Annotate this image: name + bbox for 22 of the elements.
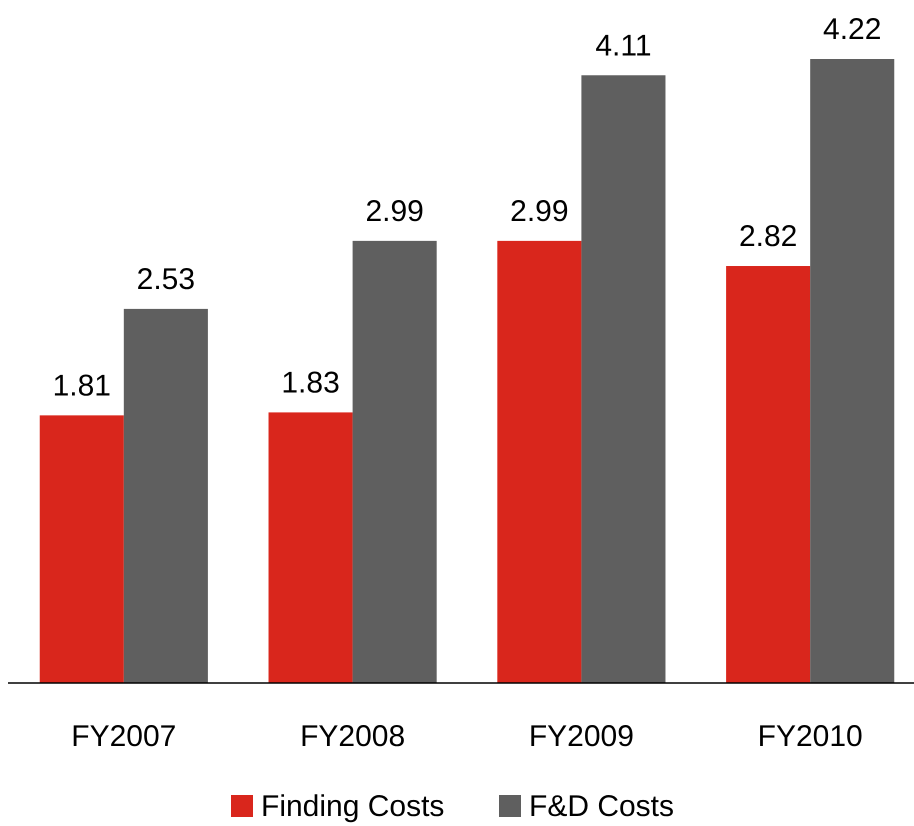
data-label: 1.83 bbox=[281, 366, 340, 400]
x-tick-label: FY2007 bbox=[71, 720, 176, 753]
x-tick-label: FY2009 bbox=[528, 720, 634, 753]
bar bbox=[497, 240, 582, 683]
legend-label: Finding Costs bbox=[261, 790, 444, 823]
data-label: 1.81 bbox=[52, 369, 111, 402]
bar bbox=[352, 240, 437, 683]
bar bbox=[124, 308, 208, 683]
data-label: 4.22 bbox=[823, 13, 882, 46]
bar bbox=[40, 415, 124, 683]
bar bbox=[726, 266, 810, 683]
x-tick-label: FY2008 bbox=[300, 720, 406, 753]
bar bbox=[810, 59, 894, 683]
legend-label: F&D Costs bbox=[529, 790, 674, 823]
data-label: 2.53 bbox=[136, 262, 196, 296]
data-label: 4.11 bbox=[595, 29, 652, 62]
data-label: 2.99 bbox=[365, 194, 424, 228]
data-label: 2.99 bbox=[510, 194, 569, 228]
bar bbox=[268, 412, 353, 683]
x-tick-label: FY2010 bbox=[758, 720, 863, 753]
bar bbox=[581, 75, 666, 683]
data-label: 2.82 bbox=[738, 220, 798, 254]
